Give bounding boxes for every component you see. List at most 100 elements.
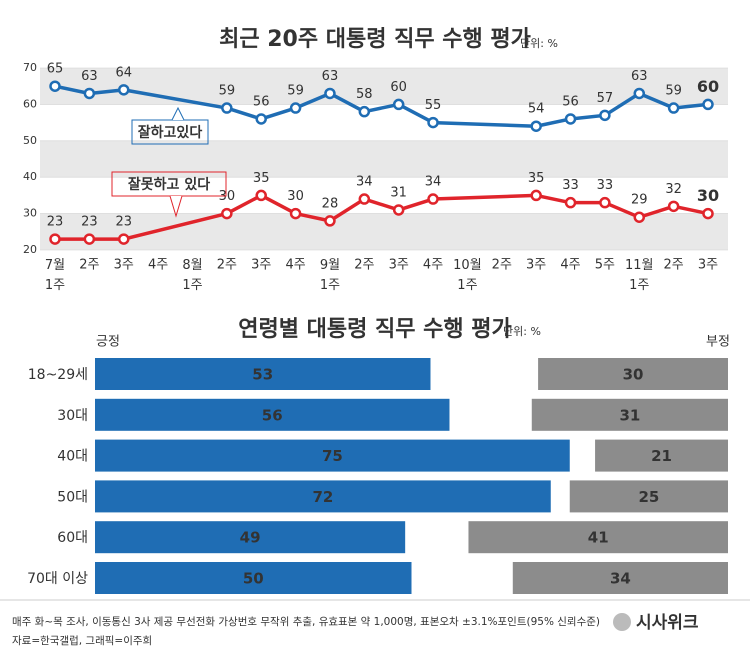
- line-segment: [226, 193, 263, 216]
- band: [40, 213, 728, 250]
- bar: [595, 439, 728, 472]
- chart-title: 연령별 대통령 직무 수행 평가: [238, 317, 512, 342]
- line-segment: [535, 117, 571, 128]
- point: [564, 113, 577, 125]
- value-label: 31: [390, 185, 407, 200]
- unit-label: 단위: %: [503, 325, 541, 338]
- x-tick-label: 5주: [595, 258, 615, 273]
- x-tick-label: 3주: [698, 258, 718, 273]
- x-tick-label: 7월 1주: [45, 258, 65, 293]
- value-label: 35: [253, 171, 270, 186]
- value-label: 50: [243, 570, 264, 588]
- value-label: 33: [597, 178, 614, 193]
- line-segment: [535, 193, 571, 205]
- logo-icon: [613, 613, 631, 631]
- bar: [531, 398, 728, 431]
- value-label: 34: [610, 570, 631, 588]
- value-label: 53: [252, 366, 273, 384]
- value-label: 25: [638, 488, 659, 506]
- line-segment: [603, 92, 641, 117]
- bar: [95, 521, 406, 554]
- point: [221, 102, 233, 114]
- point: [392, 98, 405, 111]
- point: [599, 109, 611, 122]
- x-tick-label: 2주: [492, 258, 512, 273]
- value-label: 59: [665, 84, 682, 99]
- point: [358, 105, 371, 118]
- series-label: 잘하고있다: [138, 124, 203, 141]
- x-tick-label: 11월 1주: [625, 258, 654, 293]
- line-segment: [260, 106, 297, 121]
- line-segment: [226, 106, 262, 121]
- value-label: 23: [47, 215, 64, 230]
- line-segment: [260, 193, 297, 216]
- value-label: 59: [287, 84, 304, 99]
- value-label: 28: [322, 196, 339, 211]
- line-segment: [398, 197, 434, 212]
- point: [667, 102, 680, 114]
- x-tick-label: 2주: [664, 258, 684, 273]
- value-label: 59: [219, 84, 236, 99]
- value-label: 29: [631, 193, 648, 208]
- x-tick-label: 2주: [79, 258, 99, 273]
- x-tick-label: 3주: [389, 258, 409, 273]
- value-label: 56: [562, 94, 579, 109]
- bar: [512, 562, 728, 594]
- point: [83, 87, 96, 100]
- value-label: 34: [356, 175, 373, 190]
- value-label: 56: [262, 406, 283, 424]
- line-segment: [638, 204, 675, 219]
- logo: 시사위크: [636, 613, 699, 633]
- value-label: 41: [588, 529, 609, 547]
- point: [324, 87, 336, 100]
- value-label: 75: [322, 447, 343, 465]
- point: [117, 84, 130, 96]
- value-label: 30: [697, 186, 719, 205]
- x-tick-label: 4주: [285, 258, 305, 273]
- point: [667, 200, 680, 213]
- line-segment: [329, 91, 366, 114]
- point: [392, 204, 405, 216]
- value-label: 30: [219, 189, 236, 204]
- value-label: 63: [631, 69, 648, 84]
- line-segment: [570, 113, 606, 121]
- y-tick-label: 40대: [57, 449, 88, 465]
- line-segment: [363, 102, 400, 114]
- value-label: 21: [651, 447, 672, 465]
- value-label: 23: [115, 215, 132, 230]
- point: [83, 233, 96, 245]
- y-tick-label: 70대 이상: [27, 571, 88, 587]
- value-label: 57: [597, 91, 614, 106]
- y-tick-label: 60대: [57, 530, 88, 546]
- value-label: 56: [253, 94, 270, 109]
- point: [530, 189, 542, 202]
- y-tick-label: 50: [23, 134, 37, 147]
- x-tick-label: 4주: [560, 258, 580, 273]
- x-tick-label: 4주: [148, 258, 168, 273]
- x-tick-label: 8월 1주: [182, 258, 202, 293]
- point: [633, 87, 646, 100]
- point: [221, 207, 233, 220]
- bar: [468, 521, 728, 554]
- x-tick-label: 2주: [354, 258, 374, 273]
- value-label: 63: [322, 69, 339, 84]
- line-segment: [329, 197, 366, 223]
- point: [427, 116, 439, 129]
- line-segment: [89, 88, 124, 96]
- line-segment: [54, 84, 90, 96]
- x-tick-label: 9월 1주: [320, 258, 340, 293]
- point: [289, 207, 302, 220]
- bar: [538, 358, 728, 390]
- line-segment: [294, 91, 331, 110]
- line-segment: [295, 211, 331, 223]
- point: [633, 211, 646, 223]
- value-label: 54: [528, 102, 545, 117]
- x-tick-label: 4주: [423, 258, 443, 273]
- bar: [95, 480, 551, 513]
- point: [530, 120, 542, 132]
- y-tick-label: 50대: [57, 489, 88, 505]
- point: [702, 207, 714, 220]
- point: [599, 196, 611, 209]
- line-segment: [397, 102, 434, 125]
